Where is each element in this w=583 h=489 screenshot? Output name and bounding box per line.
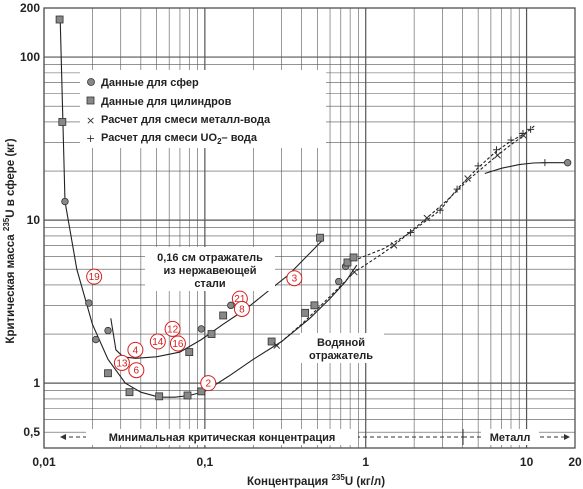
y-tick-label: 200 bbox=[20, 1, 40, 15]
x-tick-label: 1 bbox=[362, 455, 369, 469]
data-point-sphere bbox=[197, 325, 205, 333]
circled-label-ring bbox=[128, 362, 145, 379]
circled-label-ring bbox=[127, 341, 144, 358]
legend-label-metal-water: Расчет для смеси металл-вода bbox=[101, 114, 271, 126]
y-tick-label: 100 bbox=[20, 50, 40, 64]
data-point-cylinder bbox=[183, 391, 192, 400]
y-tick-label: 1 bbox=[33, 376, 40, 390]
circled-label-text: 13 bbox=[116, 358, 128, 369]
data-point-uo2-water bbox=[507, 136, 515, 144]
data-point-uo2-water bbox=[519, 129, 527, 137]
svg-text:стали: стали bbox=[194, 278, 225, 290]
legend-marker-circle bbox=[87, 78, 95, 86]
circled-label-text: 3 bbox=[292, 274, 298, 285]
y-axis-title: Критическая масса 235U в сфере (кг) bbox=[2, 138, 17, 343]
data-point-metal-water bbox=[464, 175, 471, 182]
data-point-sphere bbox=[85, 299, 93, 307]
x-tick-label: 0,1 bbox=[197, 455, 214, 469]
circled-label-ring bbox=[233, 300, 250, 317]
circled-label-text: 4 bbox=[133, 345, 139, 356]
curve-line bbox=[484, 162, 568, 175]
x-axis-title: Концентрация 235U (кг/л) bbox=[247, 473, 385, 488]
svg-text:Металл: Металл bbox=[490, 432, 531, 444]
x-tick-label: 10 bbox=[520, 455, 534, 469]
circled-label-ring bbox=[200, 375, 217, 392]
legend-marker-plus: + bbox=[86, 132, 95, 145]
svg-text:из нержавеющей: из нержавеющей bbox=[164, 265, 257, 277]
data-point-metal-water bbox=[390, 242, 398, 249]
svg-text:Минимальная критическая концен: Минимальная критическая концентрация bbox=[109, 432, 336, 444]
y-tick-label: 0,5 bbox=[23, 425, 40, 439]
data-point-cylinder bbox=[197, 387, 206, 396]
legend-marker-square bbox=[86, 96, 95, 105]
circled-label-ring bbox=[169, 335, 186, 352]
svg-text:Водяной: Водяной bbox=[317, 337, 365, 349]
data-point-cylinder bbox=[125, 388, 134, 397]
data-point-sphere bbox=[563, 158, 572, 167]
circled-label-text: 14 bbox=[152, 337, 164, 348]
data-point-uo2-water bbox=[407, 228, 415, 236]
legend-label-cylinders: Данные для цилиндров bbox=[101, 96, 232, 108]
data-point-cylinder bbox=[301, 308, 310, 317]
data-point-cylinder bbox=[207, 330, 216, 338]
data-point-uo2-water bbox=[436, 206, 444, 214]
data-point-cylinder bbox=[343, 258, 352, 267]
annotation-bottom-ranges: Минимальная критическая концентрация Мет… bbox=[60, 429, 570, 445]
data-point-cylinder bbox=[185, 348, 194, 356]
data-point-sphere bbox=[92, 335, 100, 344]
data-point-sphere bbox=[335, 277, 343, 286]
legend-label-uo2-water: Расчет для смеси UO2– вода bbox=[101, 132, 258, 146]
circled-label-text: 8 bbox=[239, 304, 245, 315]
curve-line bbox=[59, 15, 358, 398]
data-point-sphere bbox=[227, 301, 235, 310]
circled-label-ring bbox=[149, 333, 166, 350]
y-tick-label: 10 bbox=[27, 213, 41, 227]
circled-label-text: 19 bbox=[89, 272, 101, 283]
data-point-cylinder bbox=[310, 301, 319, 310]
annotation-water-reflector: Водяной отражатель bbox=[300, 333, 384, 363]
data-point-metal-water bbox=[273, 342, 281, 349]
data-point-cylinder bbox=[155, 392, 164, 401]
data-point-metal-water bbox=[423, 214, 431, 222]
circled-label-text: 16 bbox=[172, 339, 184, 350]
data-point-cylinder bbox=[58, 118, 67, 126]
legend-marker-x: × bbox=[86, 114, 95, 127]
data-point-cylinder bbox=[267, 337, 276, 346]
annotation-steel-reflector: 0,16 см отражатель из нержавеющей стали bbox=[145, 247, 275, 291]
chart-tick-labels: 0,01 0,1 1 10 20 0,5 1 10 100 200 bbox=[20, 1, 582, 469]
x-tick-label: 20 bbox=[568, 455, 582, 469]
data-point-sphere bbox=[61, 197, 69, 206]
data-point-cylinder bbox=[349, 253, 358, 262]
data-point-cylinder bbox=[316, 233, 324, 242]
data-point-uo2-water bbox=[453, 185, 461, 193]
x-tick-label: 0,01 bbox=[32, 455, 56, 469]
legend: Данные для сфер Данные для цилиндров × Р… bbox=[80, 70, 326, 148]
legend-label-spheres: Данные для сфер bbox=[101, 77, 199, 89]
data-point-uo2-water bbox=[474, 162, 482, 170]
circled-label-ring bbox=[286, 270, 303, 287]
data-point-uo2-water bbox=[492, 146, 500, 154]
data-point-uo2-water bbox=[527, 125, 535, 133]
data-point-cylinder bbox=[219, 311, 228, 320]
data-point-cylinder bbox=[104, 369, 112, 378]
svg-text:отражатель: отражатель bbox=[309, 350, 373, 362]
data-point-sphere bbox=[104, 326, 112, 335]
circled-label-ring bbox=[164, 320, 181, 337]
circled-label-text: 6 bbox=[134, 366, 140, 377]
circled-label-ring bbox=[86, 268, 103, 285]
data-point-uo2-water bbox=[541, 159, 549, 167]
data-point-metal-water bbox=[351, 268, 358, 276]
circled-label-text: 2 bbox=[205, 379, 211, 390]
data-point-metal-water bbox=[494, 151, 501, 159]
svg-text:0,16 см отражатель: 0,16 см отражатель bbox=[157, 252, 263, 264]
circled-label-ring bbox=[113, 354, 130, 371]
data-point-cylinder bbox=[55, 15, 64, 24]
circled-label-text: 12 bbox=[167, 324, 179, 335]
chart-points bbox=[55, 15, 572, 401]
circled-label-text: 21 bbox=[234, 294, 246, 305]
